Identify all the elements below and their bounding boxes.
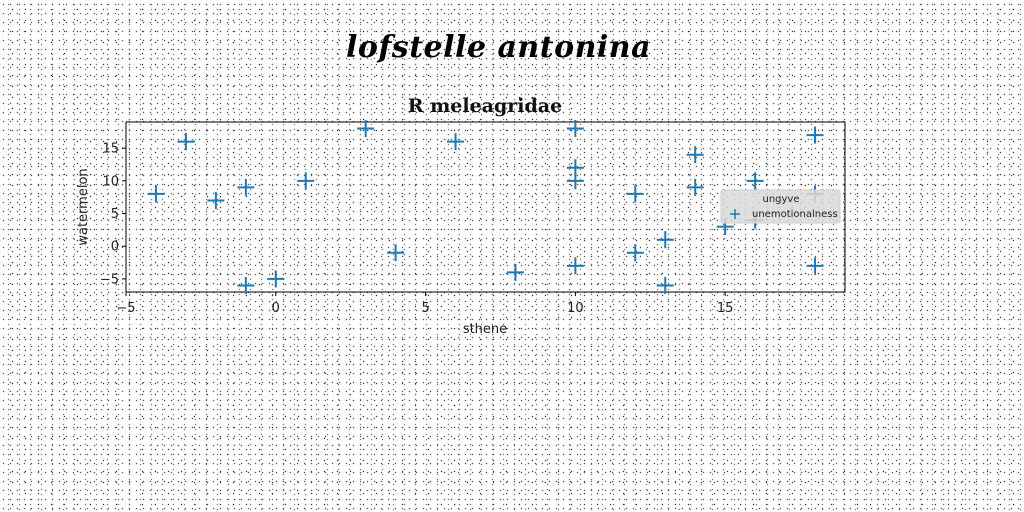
- data-point: [656, 276, 674, 294]
- legend-label-unemotionalness: unemotionalness: [752, 209, 838, 220]
- data-point: [746, 172, 764, 190]
- data-point: [237, 276, 255, 294]
- figure-heading: lofstelle antonina: [346, 30, 652, 65]
- x-tick-label: 0: [272, 301, 280, 316]
- x-tick-label: −5: [116, 301, 135, 316]
- data-point: [686, 146, 704, 164]
- y-axis-label: watermelon: [76, 168, 91, 245]
- y-tick-label: 0: [111, 240, 119, 255]
- y-tick-label: 5: [111, 207, 119, 222]
- data-point: [506, 263, 524, 281]
- data-point: [297, 172, 315, 190]
- data-point: [626, 244, 644, 262]
- data-point: [147, 185, 165, 203]
- data-point: [267, 270, 285, 288]
- data-point: [237, 178, 255, 196]
- x-axis-label: sthene: [463, 322, 507, 337]
- data-point: [566, 172, 584, 190]
- data-point: [626, 185, 644, 203]
- y-tick-label: 10: [102, 174, 119, 189]
- data-point: [686, 178, 704, 196]
- x-tick-label: 10: [567, 301, 584, 316]
- y-tick-label: 15: [102, 142, 119, 157]
- data-points: [147, 120, 824, 294]
- data-point: [177, 133, 195, 151]
- legend-box: [720, 189, 841, 224]
- y-tick-label: −5: [100, 272, 119, 287]
- data-point: [566, 257, 584, 275]
- legend-marker: [730, 209, 740, 219]
- legend: ungyve unemotionalness: [720, 189, 841, 224]
- data-point: [387, 244, 405, 262]
- data-point: [447, 133, 465, 151]
- chart-title: R meleagridae: [408, 95, 562, 117]
- data-point: [806, 257, 824, 275]
- plot-area: [125, 121, 846, 293]
- x-tick-label: 5: [421, 301, 429, 316]
- data-point: [566, 120, 584, 138]
- data-point: [656, 231, 674, 249]
- x-axis: −5 0 5 10 15: [116, 292, 733, 316]
- data-point: [207, 191, 225, 209]
- legend-title: ungyve: [762, 194, 799, 205]
- y-axis: −5 0 5 10 15: [100, 142, 126, 287]
- data-point: [357, 120, 375, 138]
- data-point: [806, 126, 824, 144]
- x-tick-label: 15: [717, 301, 734, 316]
